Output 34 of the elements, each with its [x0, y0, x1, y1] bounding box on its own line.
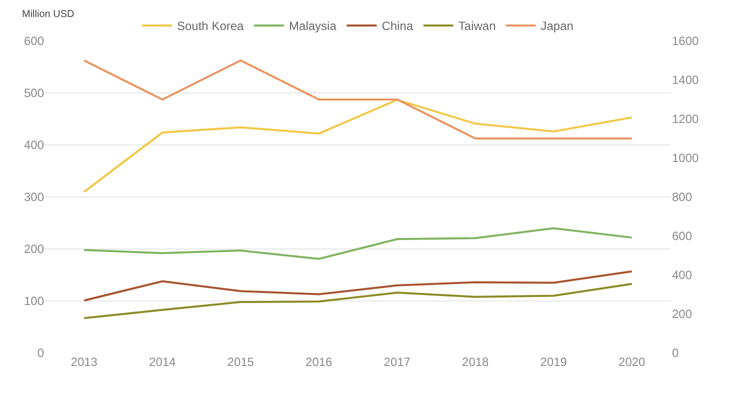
y2-tick-label: 1400	[672, 73, 700, 88]
line-series	[83, 270, 633, 302]
x-tick-label: 2013	[70, 355, 98, 369]
y2-tick-label: 0	[672, 346, 679, 360]
y-tick-label: 0	[37, 346, 44, 360]
x-tick-label: 2014	[149, 355, 176, 369]
y2-tick-label: 1200	[672, 112, 700, 126]
x-tick-label: 2016	[306, 355, 333, 369]
x-tick-label: 2020	[618, 355, 646, 369]
x-tick-label: 2015	[227, 355, 254, 369]
y2-tick-label: 800	[672, 190, 692, 204]
x-tick-label: 2017	[384, 355, 411, 369]
y-tick-label: 400	[24, 138, 44, 152]
legend-label: South Korea	[177, 19, 244, 34]
y-tick-label: 500	[24, 86, 44, 100]
legend-label: Malaysia	[289, 19, 337, 34]
line-series	[83, 282, 633, 320]
y2-tick-label: 400	[672, 268, 692, 282]
legend-label: Japan	[540, 19, 574, 34]
y-axis-title: Million USD	[22, 9, 74, 20]
y2-tick-label: 1600	[672, 34, 700, 48]
y2-tick-label: 200	[672, 307, 692, 322]
y2-tick-label: 600	[672, 229, 692, 244]
y-tick-label: 600	[24, 34, 44, 48]
y-tick-label: 100	[24, 294, 44, 308]
x-tick-label: 2019	[540, 355, 568, 369]
legend-label: China	[382, 19, 414, 34]
y-tick-label: 200	[24, 242, 44, 256]
legend-label: Taiwan	[458, 19, 496, 34]
line-series	[83, 227, 633, 260]
y-tick-label: 300	[24, 190, 44, 204]
line-series	[83, 98, 633, 193]
y2-tick-label: 1000	[672, 151, 700, 166]
x-tick-label: 2018	[462, 355, 490, 369]
